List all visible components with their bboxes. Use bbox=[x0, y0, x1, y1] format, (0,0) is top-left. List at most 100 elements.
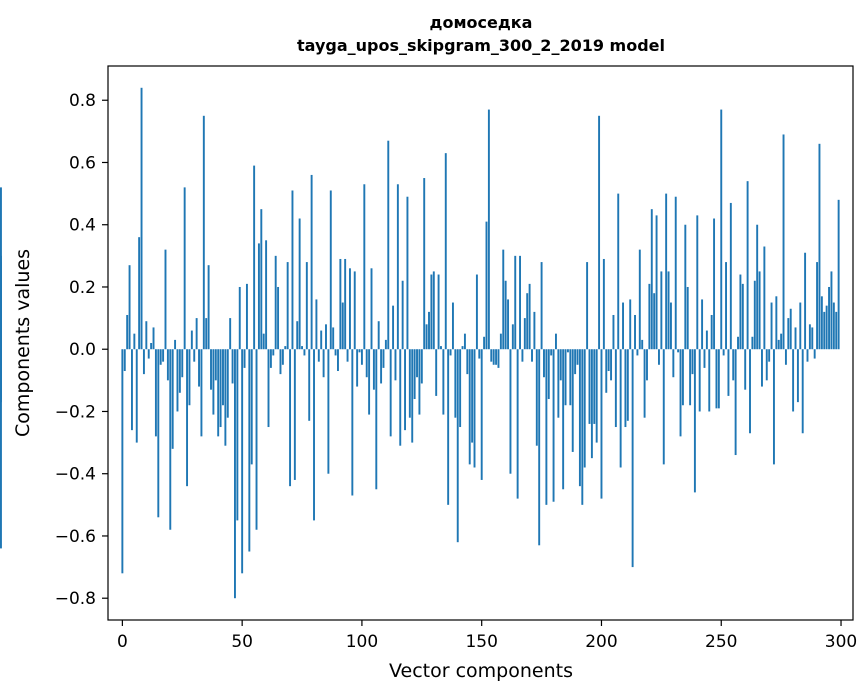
bar-118 bbox=[404, 349, 406, 431]
bar-64 bbox=[274, 255, 277, 350]
bar-4 bbox=[131, 349, 133, 431]
bar-37 bbox=[210, 349, 212, 390]
bar-114 bbox=[394, 349, 397, 381]
bar-153 bbox=[487, 109, 490, 350]
bar-91 bbox=[339, 258, 342, 350]
bar-147 bbox=[473, 349, 476, 468]
bar-261 bbox=[746, 181, 749, 350]
bar-98 bbox=[356, 349, 359, 387]
bar-83 bbox=[320, 330, 323, 350]
bar-273 bbox=[775, 296, 778, 350]
bar-19 bbox=[166, 349, 169, 381]
bar-2 bbox=[126, 314, 129, 350]
bar-215 bbox=[636, 349, 639, 356]
bar-61 bbox=[267, 349, 270, 428]
bar-231 bbox=[674, 196, 677, 350]
bar-58 bbox=[260, 209, 263, 350]
bar-56 bbox=[255, 349, 258, 530]
bar-141 bbox=[459, 349, 462, 428]
bar-11 bbox=[147, 349, 150, 359]
bar-246 bbox=[710, 314, 713, 350]
bar-280 bbox=[792, 349, 795, 412]
bar-68 bbox=[284, 346, 287, 350]
bar-71 bbox=[291, 190, 294, 350]
bar-211 bbox=[626, 349, 629, 421]
bar-119 bbox=[406, 196, 409, 350]
bar-17 bbox=[162, 349, 165, 362]
chart-subtitle: tayga_upos_skipgram_300_2_2019 model bbox=[297, 36, 665, 55]
bar-143 bbox=[463, 333, 466, 350]
bar-31 bbox=[195, 318, 198, 350]
bar-14 bbox=[154, 349, 157, 437]
bar-66 bbox=[279, 349, 282, 375]
bar-55 bbox=[253, 165, 256, 350]
bar-244 bbox=[705, 330, 708, 350]
bar-264 bbox=[753, 280, 756, 350]
bar-105 bbox=[372, 349, 375, 390]
bar-282 bbox=[796, 349, 799, 403]
bar-103 bbox=[368, 349, 371, 415]
bar-276 bbox=[782, 134, 785, 350]
bar-75 bbox=[301, 346, 303, 350]
bar-82 bbox=[317, 349, 320, 362]
bar-288 bbox=[811, 327, 814, 350]
bar-0 bbox=[121, 349, 124, 574]
bar-10 bbox=[145, 321, 148, 350]
bar-242 bbox=[701, 299, 704, 350]
bar-166 bbox=[519, 255, 521, 350]
bar-142 bbox=[461, 346, 464, 350]
bar-131 bbox=[435, 349, 438, 396]
bar-263 bbox=[751, 336, 754, 350]
bar-219 bbox=[646, 349, 648, 381]
bar-150 bbox=[480, 349, 483, 480]
bar-238 bbox=[691, 349, 694, 375]
bar-116 bbox=[399, 349, 402, 446]
y-tick-label: 0.4 bbox=[69, 216, 96, 236]
bar-51 bbox=[243, 349, 246, 368]
bar-125 bbox=[420, 349, 423, 384]
x-tick-label: 250 bbox=[705, 632, 737, 652]
bar-196 bbox=[590, 349, 593, 459]
bar-167 bbox=[521, 349, 524, 362]
bar-111 bbox=[387, 140, 390, 350]
bar-175 bbox=[540, 262, 543, 350]
bar-217 bbox=[641, 339, 644, 350]
bar-195 bbox=[588, 349, 591, 424]
bar-170 bbox=[528, 283, 531, 350]
bar-129 bbox=[430, 274, 433, 350]
bar-279 bbox=[789, 308, 792, 350]
bar-286 bbox=[806, 349, 809, 362]
bar-32 bbox=[198, 349, 200, 387]
bar-271 bbox=[770, 302, 773, 350]
bar-18 bbox=[164, 249, 167, 350]
bar-144 bbox=[466, 349, 469, 375]
bar-undefined bbox=[0, 349, 2, 549]
bar-49 bbox=[238, 286, 241, 350]
y-axis-label: Components values bbox=[12, 249, 34, 437]
bar-126 bbox=[423, 178, 426, 350]
bar-73 bbox=[296, 321, 299, 350]
bar-95 bbox=[348, 268, 351, 350]
bar-65 bbox=[277, 286, 280, 350]
bar-156 bbox=[495, 349, 498, 365]
bar-33 bbox=[200, 349, 203, 437]
x-axis-label: Vector components bbox=[389, 660, 573, 682]
bar-36 bbox=[207, 265, 210, 350]
bar-117 bbox=[401, 280, 404, 350]
bar-295 bbox=[828, 286, 831, 350]
bar-178 bbox=[547, 349, 550, 400]
bar-201 bbox=[602, 258, 605, 350]
bar-79 bbox=[310, 174, 313, 350]
bar-189 bbox=[574, 349, 577, 375]
bar-254 bbox=[729, 202, 732, 350]
bar-226 bbox=[662, 349, 665, 465]
bar-155 bbox=[492, 349, 495, 365]
bar-232 bbox=[677, 349, 680, 353]
y-tick-label: −0.4 bbox=[55, 465, 96, 485]
bar-136 bbox=[447, 349, 450, 505]
bar-21 bbox=[171, 349, 174, 449]
bar-163 bbox=[511, 324, 514, 350]
bar-237 bbox=[689, 349, 692, 406]
bar-290 bbox=[816, 262, 819, 350]
bar-256 bbox=[734, 349, 737, 456]
